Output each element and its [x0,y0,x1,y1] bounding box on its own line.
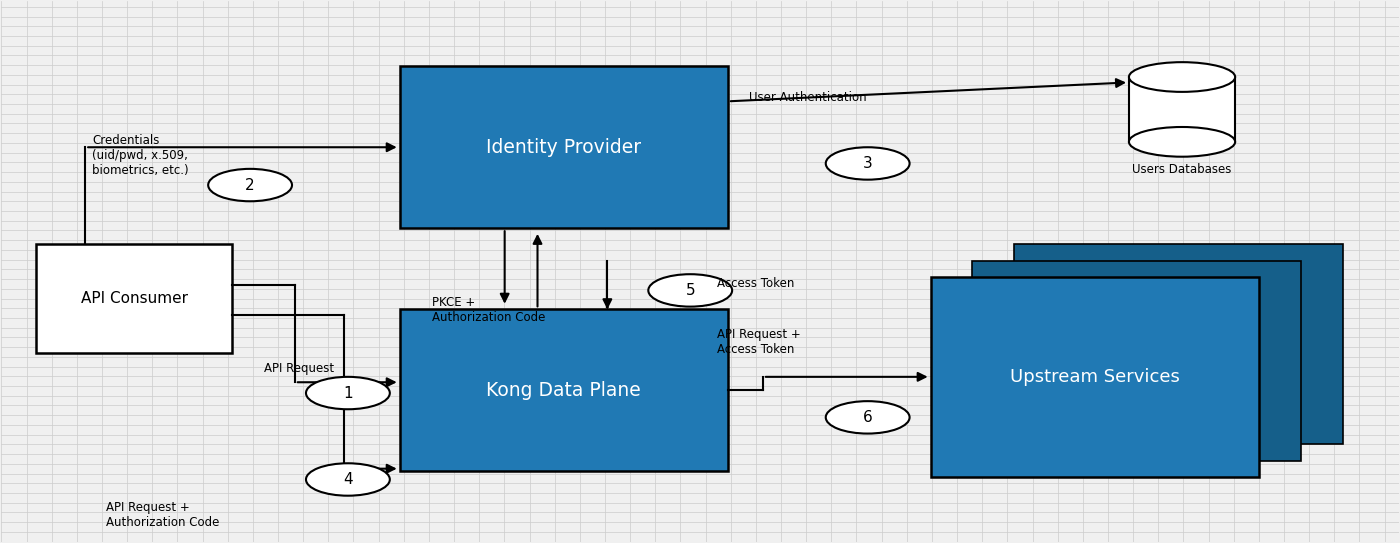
Bar [399,310,728,471]
Text: 1: 1 [343,386,353,401]
Bar [36,244,232,352]
Bar [931,277,1259,477]
Text: 4: 4 [343,472,353,487]
Bar [1128,77,1235,142]
Text: API Request: API Request [265,362,335,375]
Circle shape [648,274,732,307]
Bar [399,66,728,228]
Text: Upstream Services: Upstream Services [1009,368,1180,386]
Bar [1015,244,1343,444]
Text: User Authentication: User Authentication [749,91,867,104]
Text: API Request +
Authorization Code: API Request + Authorization Code [106,501,220,528]
Circle shape [307,463,389,496]
Text: Access Token: Access Token [717,277,794,290]
Ellipse shape [1128,127,1235,157]
Text: Users Databases: Users Databases [1133,163,1232,176]
Text: 3: 3 [862,156,872,171]
Bar [973,261,1301,460]
Text: PKCE +
Authorization Code: PKCE + Authorization Code [431,296,545,324]
Text: Credentials
(uid/pwd, x.509,
biometrics, etc.): Credentials (uid/pwd, x.509, biometrics,… [92,134,189,176]
Text: API Consumer: API Consumer [81,291,188,306]
Text: 5: 5 [686,283,694,298]
Text: Kong Data Plane: Kong Data Plane [486,381,641,400]
Circle shape [209,169,293,201]
Text: API Request +
Access Token: API Request + Access Token [717,328,801,356]
Text: Identity Provider: Identity Provider [486,138,641,157]
Text: 6: 6 [862,410,872,425]
Circle shape [826,401,910,433]
Circle shape [307,377,389,409]
Circle shape [826,147,910,180]
Text: 2: 2 [245,178,255,193]
Ellipse shape [1128,62,1235,92]
